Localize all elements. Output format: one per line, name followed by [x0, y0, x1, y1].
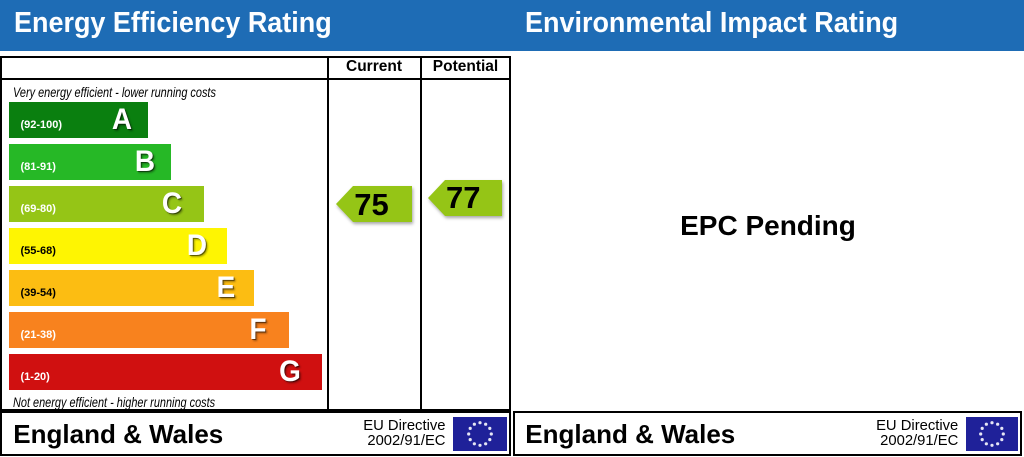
svg-text:77: 77	[446, 180, 480, 215]
svg-text:75: 75	[354, 187, 388, 222]
